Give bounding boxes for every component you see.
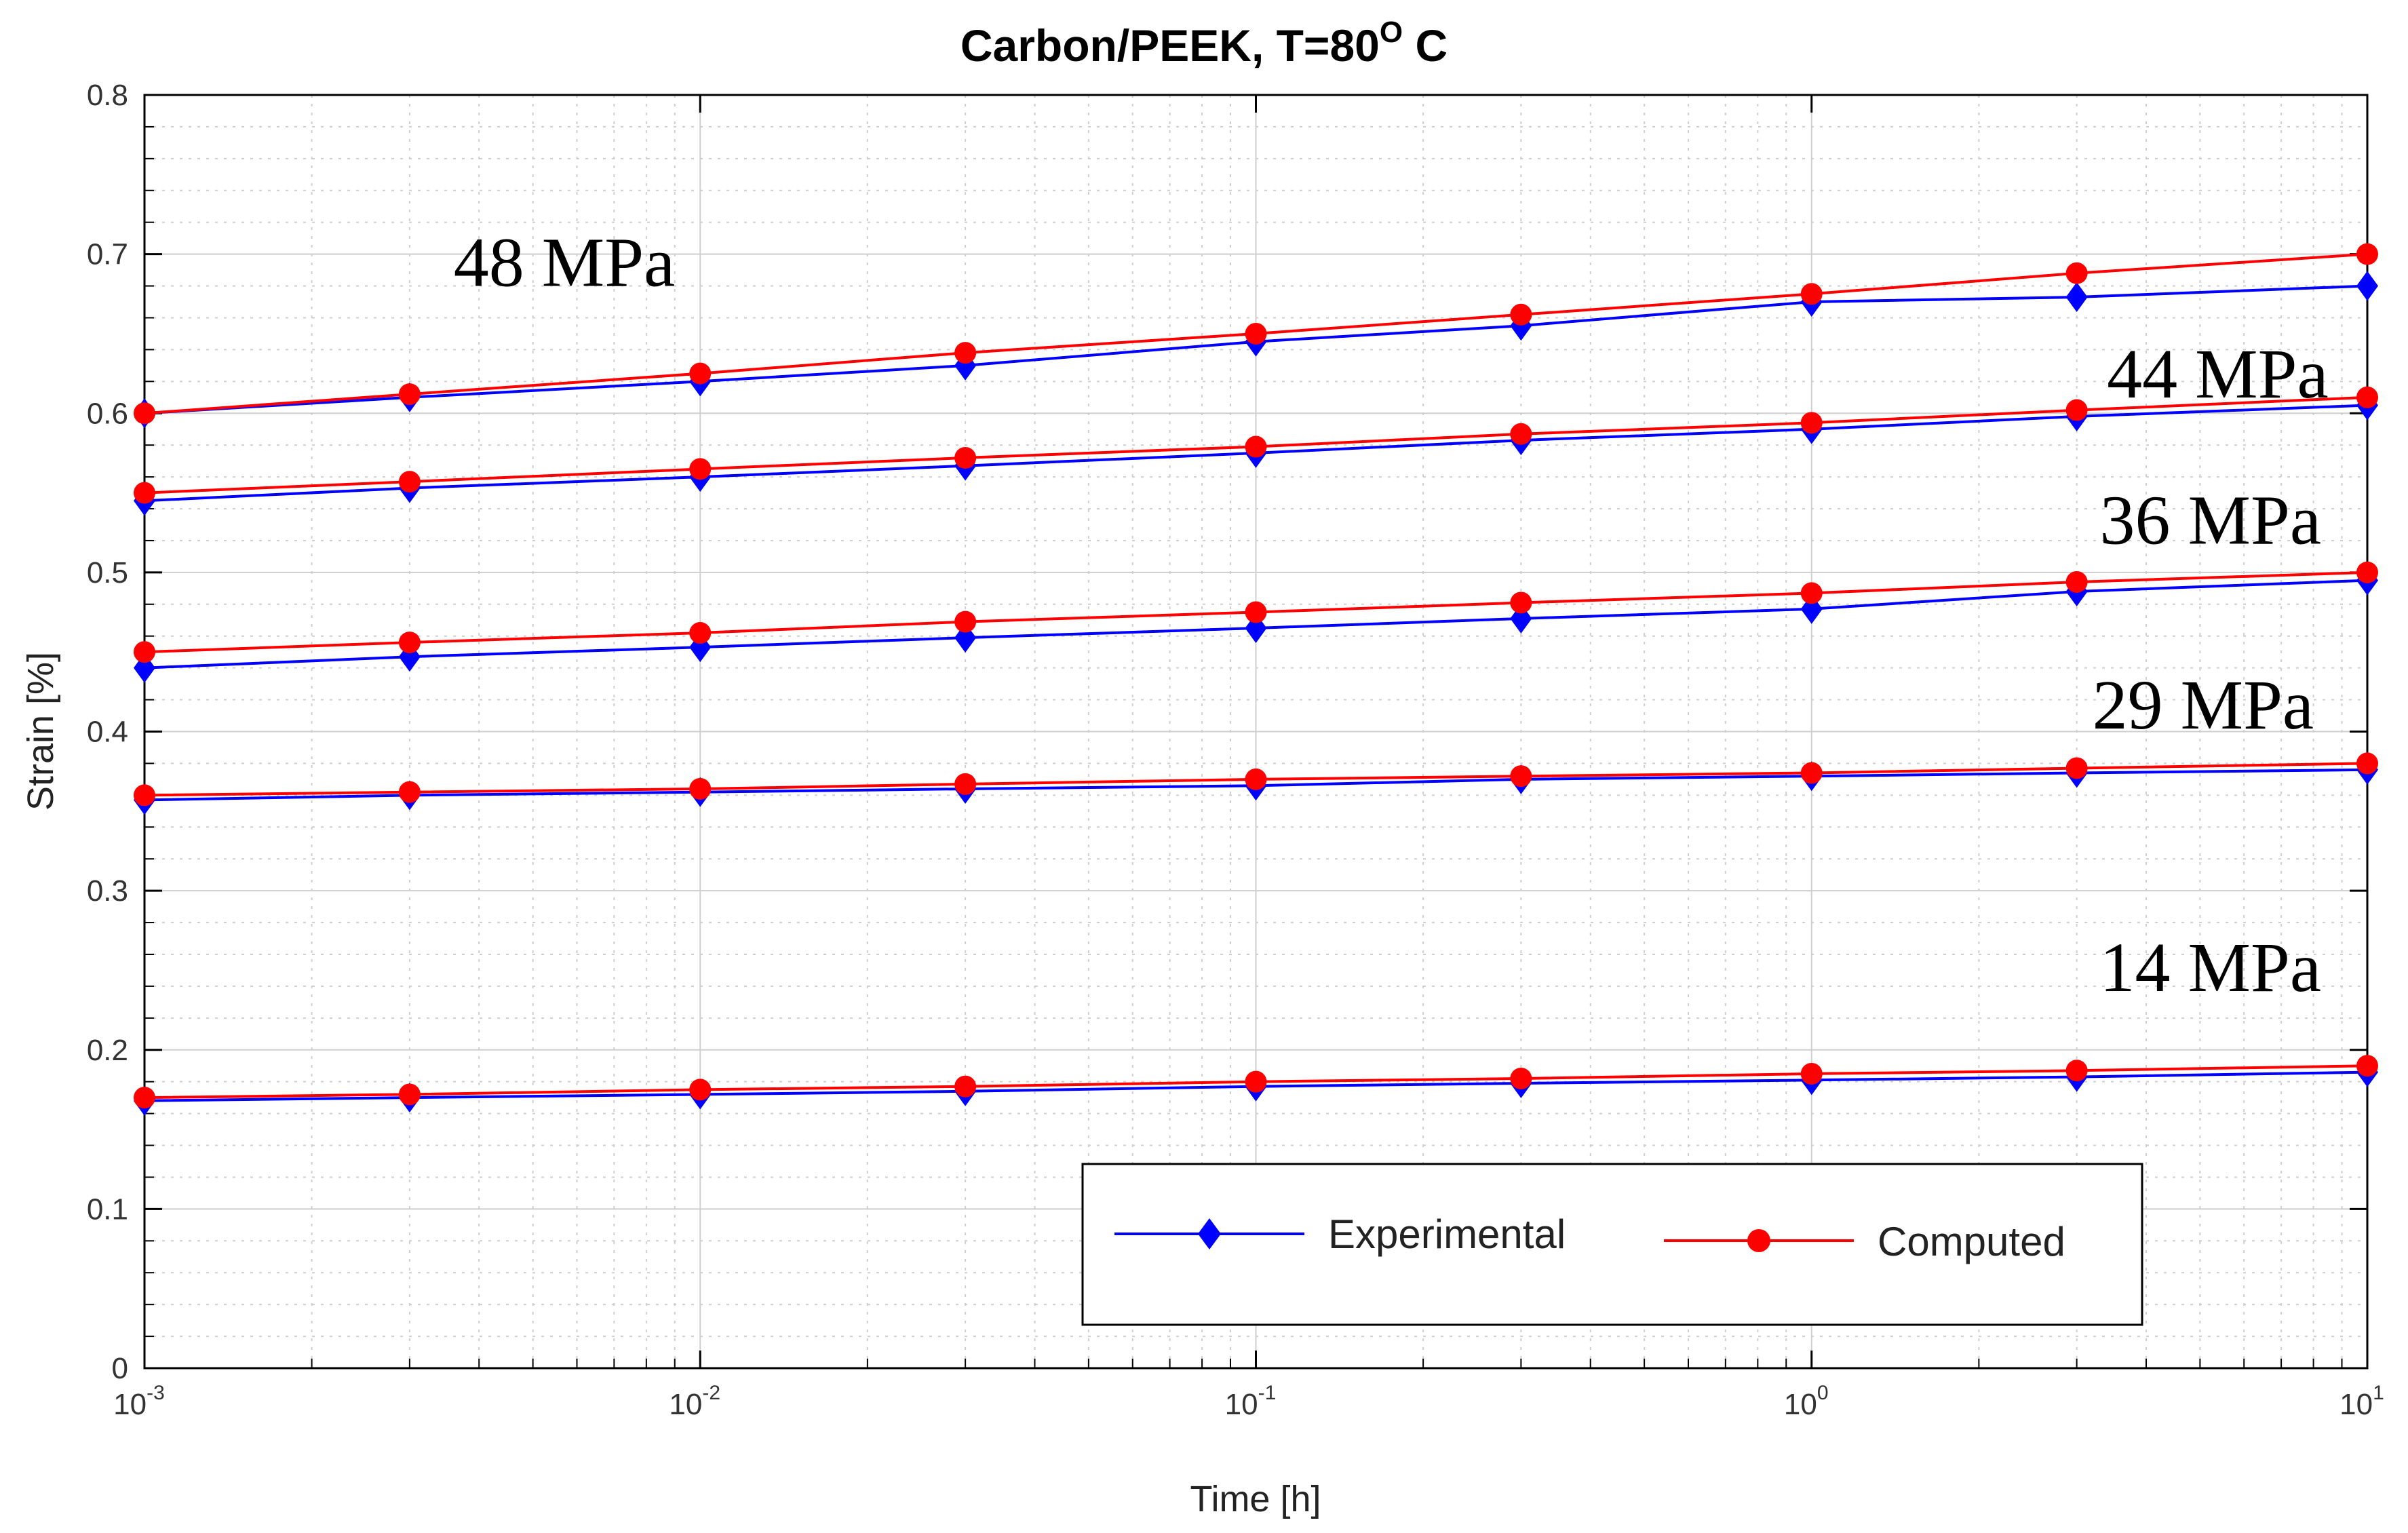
legend-computed-marker bbox=[1747, 1229, 1770, 1252]
x-axis: 10-3 10-2 10-1 100 101 bbox=[113, 95, 2384, 1421]
computed-point bbox=[1510, 591, 1532, 614]
y-tick-label: 0.3 bbox=[87, 874, 128, 908]
computed-point bbox=[398, 383, 421, 406]
computed-point bbox=[2065, 1060, 2088, 1082]
computed-point bbox=[2356, 752, 2378, 775]
y-tick-label: 0.6 bbox=[87, 397, 128, 430]
y-tick-label: 0.8 bbox=[87, 79, 128, 112]
computed-point bbox=[1510, 765, 1532, 788]
computed-point bbox=[134, 482, 155, 504]
experimental-point bbox=[2065, 282, 2088, 312]
y-tick-label: 0.5 bbox=[87, 556, 128, 589]
computed-point bbox=[2356, 243, 2378, 265]
legend-experimental-label: Experimental bbox=[1328, 1211, 1566, 1257]
computed-point bbox=[134, 641, 155, 663]
x-tick-label: 10-1 bbox=[1225, 1382, 1277, 1421]
computed-point bbox=[954, 773, 977, 795]
y-tick-label: 0 bbox=[112, 1352, 128, 1385]
computed-point bbox=[2356, 1055, 2378, 1077]
stress-annotation: 36 MPa bbox=[2100, 482, 2321, 560]
computed-point bbox=[134, 784, 155, 807]
computed-point bbox=[2356, 561, 2378, 583]
computed-point bbox=[1510, 423, 1532, 445]
x-tick-label: 10-2 bbox=[669, 1382, 720, 1421]
series-group bbox=[134, 243, 2378, 1116]
computed-point bbox=[1245, 435, 1267, 458]
computed-point bbox=[954, 610, 977, 633]
computed-point bbox=[1800, 762, 1823, 784]
computed-point bbox=[689, 458, 712, 480]
computed-point bbox=[1245, 1070, 1267, 1093]
computed-point bbox=[1245, 322, 1267, 345]
stress-annotation: 48 MPa bbox=[454, 224, 675, 302]
computed-point bbox=[398, 781, 421, 803]
grid bbox=[144, 94, 2368, 1369]
computed-point bbox=[2065, 399, 2088, 421]
stress-annotation: 44 MPa bbox=[2107, 335, 2328, 413]
computed-point bbox=[1800, 283, 1823, 305]
y-tick-label: 0.4 bbox=[87, 716, 128, 749]
annotations: 48 MPa 44 MPa 36 MPa 29 MPa 14 MPa bbox=[454, 224, 2329, 1007]
y-tick-label: 0.7 bbox=[87, 238, 128, 271]
computed-point bbox=[689, 1079, 712, 1101]
x-axis-label: Time [h] bbox=[1190, 1479, 1321, 1519]
computed-point bbox=[1800, 412, 1823, 434]
computed-point bbox=[689, 622, 712, 644]
stress-annotation: 29 MPa bbox=[2093, 666, 2314, 744]
x-tick-label: 100 bbox=[1784, 1382, 1829, 1421]
legend-computed-label: Computed bbox=[1878, 1219, 2065, 1264]
y-axis-label: Strain [%] bbox=[20, 652, 61, 811]
legend: Experimental Computed bbox=[1081, 1163, 2143, 1326]
computed-point bbox=[954, 342, 977, 364]
computed-point bbox=[2065, 570, 2088, 593]
computed-point bbox=[134, 1087, 155, 1109]
legend-box bbox=[1081, 1163, 2143, 1326]
y-axis: 0 0.1 0.2 0.3 0.4 0.5 0.6 0.7 0.8 bbox=[87, 79, 2367, 1385]
computed-point bbox=[398, 471, 421, 493]
computed-point bbox=[2065, 757, 2088, 779]
computed-point bbox=[1510, 1067, 1532, 1089]
computed-point bbox=[1800, 1062, 1823, 1085]
y-tick-label: 0.1 bbox=[87, 1192, 128, 1226]
computed-point bbox=[2356, 386, 2378, 408]
experimental-point bbox=[2356, 271, 2378, 301]
computed-point bbox=[134, 402, 155, 425]
computed-point bbox=[1800, 582, 1823, 604]
stress-annotation: 14 MPa bbox=[2100, 929, 2321, 1007]
computed-point bbox=[398, 632, 421, 654]
x-tick-label: 10-3 bbox=[113, 1382, 165, 1421]
legend-experimental-marker bbox=[1198, 1218, 1221, 1249]
computed-point bbox=[689, 777, 712, 800]
computed-point bbox=[954, 1075, 977, 1098]
computed-point bbox=[954, 446, 977, 469]
computed-point bbox=[2065, 262, 2088, 284]
computed-point bbox=[1510, 303, 1532, 326]
computed-point bbox=[689, 362, 712, 385]
computed-point bbox=[1245, 601, 1267, 623]
computed-point bbox=[1245, 768, 1267, 790]
computed-point bbox=[398, 1083, 421, 1106]
chart-title: Carbon/PEEK, T=80O C bbox=[960, 16, 1448, 71]
x-tick-label: 101 bbox=[2339, 1382, 2384, 1421]
y-tick-label: 0.2 bbox=[87, 1034, 128, 1067]
